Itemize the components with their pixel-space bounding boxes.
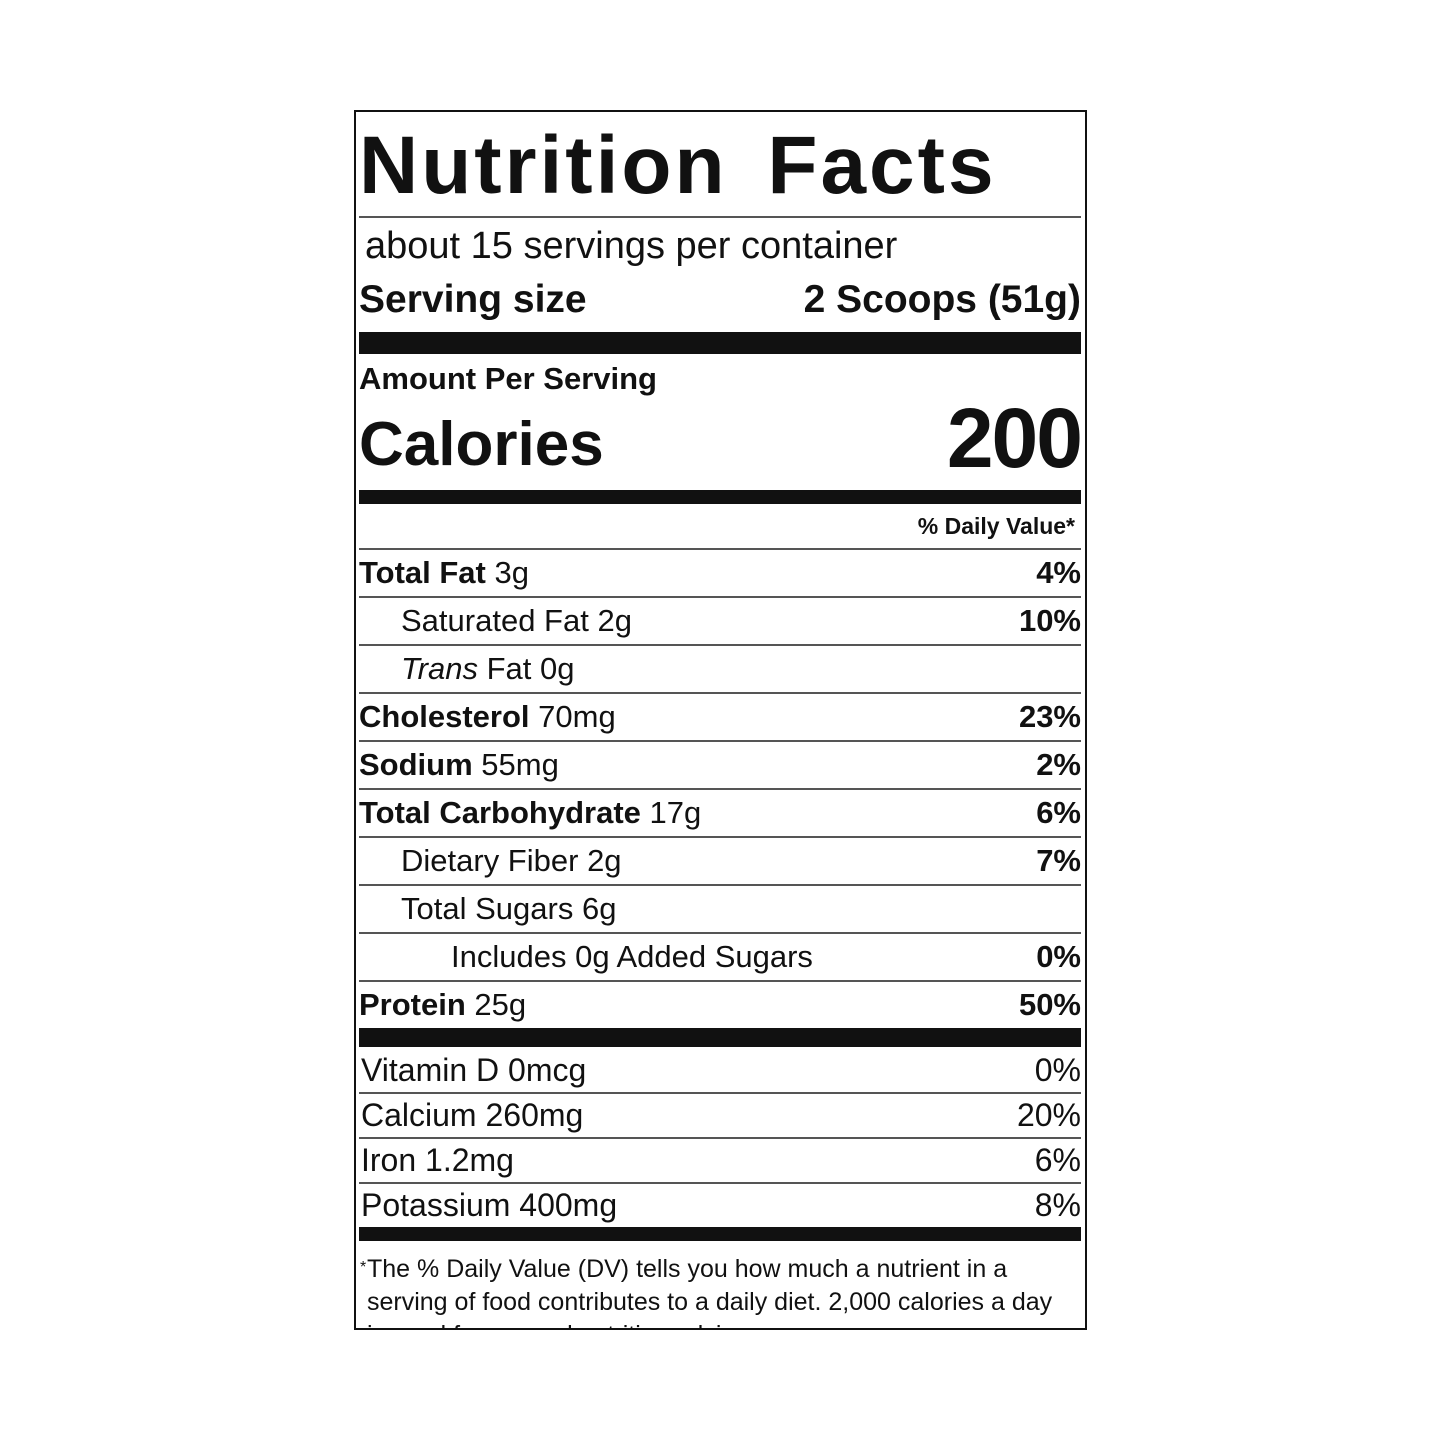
- nutrient-label: Trans Fat 0g: [359, 651, 574, 687]
- nutrient-amount: 2g: [597, 603, 632, 638]
- title: Nutrition Facts: [359, 120, 997, 211]
- calories: Calories 200: [359, 391, 1083, 485]
- nutrient-name: Fat: [486, 651, 532, 686]
- vitamin-label: Vitamin D 0mcg: [361, 1052, 587, 1088]
- daily-value-header: % Daily Value*: [917, 513, 1075, 539]
- nutrient-dv: 10%: [1018, 603, 1081, 638]
- nutrient-row: Sodium 55mg 2%: [359, 740, 1081, 788]
- vitamin-row: Vitamin D 0mcg 0%: [359, 1049, 1081, 1092]
- nutrient-dv: 23%: [1018, 699, 1081, 734]
- nutrient-amount: 0g: [540, 651, 575, 686]
- nutrient-dv: 4%: [1036, 555, 1081, 590]
- nutrient-row: Cholesterol 70mg 23%: [359, 692, 1081, 740]
- servings: about 15 servings per container: [365, 225, 898, 267]
- nutrient-dv: 6%: [1036, 795, 1081, 830]
- serving-size: Serving size 2 Scoops (51g): [359, 274, 1081, 326]
- nutrient-label: Includes 0g Added Sugars: [359, 939, 813, 975]
- nutrient-name: Cholesterol: [359, 699, 530, 734]
- nutrient-row: Total Fat 3g 4%: [359, 548, 1081, 596]
- nutrient-amount: 2g: [587, 843, 622, 878]
- nutrient-name: Includes 0g Added Sugars: [451, 939, 813, 974]
- nutrient-name: Protein: [359, 987, 466, 1022]
- nutrient-label: Total Carbohydrate 17g: [359, 795, 701, 831]
- nutrient-amount: 25g: [474, 987, 527, 1022]
- nutrient-label: Sodium 55mg: [359, 747, 559, 783]
- serving-size-value: 2 Scoops (51g): [803, 278, 1081, 321]
- nutrient-amount: 6g: [581, 891, 617, 926]
- nutrient-dv: 50%: [1018, 987, 1081, 1022]
- nutrient-label: Protein 25g: [359, 987, 526, 1023]
- nutrient-row: Total Carbohydrate 17g 6%: [359, 788, 1081, 836]
- calories-value: 200: [946, 391, 1083, 485]
- nutrient-amount: 55mg: [481, 747, 559, 782]
- nutrient-dv: 7%: [1036, 843, 1081, 878]
- nutrient-row: Total Sugars 6g: [359, 884, 1081, 932]
- nutrient-name: Dietary Fiber: [401, 843, 579, 878]
- nutrient-row: Trans Fat 0g: [359, 644, 1081, 692]
- serving-size-label: Serving size: [359, 278, 587, 321]
- footnote-text: The % Daily Value (DV) tells you how muc…: [367, 1255, 1053, 1328]
- nutrient-label: Cholesterol 70mg: [359, 699, 616, 735]
- vitamin-label: Potassium 400mg: [361, 1187, 618, 1223]
- nutrient-amount: 17g: [649, 795, 702, 830]
- vitamin-row: Potassium 400mg 8%: [359, 1182, 1081, 1227]
- nutrient-name: Saturated Fat: [401, 603, 589, 638]
- nutrient-name: Sodium: [359, 747, 473, 782]
- vitamin-row: Iron 1.2mg 6%: [359, 1137, 1081, 1182]
- vitamin-dv: 20%: [1016, 1097, 1081, 1133]
- nutrient-row: Protein 25g 50%: [359, 980, 1081, 1028]
- nutrient-row: Dietary Fiber 2g 7%: [359, 836, 1081, 884]
- nutrient-name: Total Sugars: [401, 891, 574, 926]
- thick-rule: [359, 1028, 1081, 1047]
- vitamin-label: Iron 1.2mg: [361, 1142, 514, 1178]
- vitamin-dv: 6%: [1034, 1142, 1081, 1178]
- nutrient-italic: Trans: [401, 651, 478, 686]
- vitamin-dv: 8%: [1034, 1187, 1081, 1223]
- nutrient-name: Total Carbohydrate: [359, 795, 641, 830]
- vitamin-row: Calcium 260mg 20%: [359, 1092, 1081, 1137]
- vitamin-label: Calcium 260mg: [361, 1097, 584, 1133]
- nutrient-name: Total Fat: [359, 555, 486, 590]
- nutrient-label: Saturated Fat 2g: [359, 603, 632, 639]
- rule: [359, 216, 1081, 218]
- nutrient-amount: 70mg: [538, 699, 616, 734]
- amount-per-serving: Amount Per Serving: [359, 361, 657, 396]
- nutrient-dv: 0%: [1036, 939, 1081, 974]
- nutrient-label: Total Sugars 6g: [359, 891, 616, 927]
- nutrient-label: Dietary Fiber 2g: [359, 843, 622, 879]
- thick-rule: [359, 490, 1081, 504]
- thick-rule: [359, 1227, 1081, 1241]
- nutrients: Total Fat 3g 4% Saturated Fat 2g 10% Trans F…: [359, 548, 1081, 1028]
- vitamin-dv: 0%: [1034, 1052, 1081, 1088]
- calories-label: Calories: [359, 410, 604, 479]
- thick-rule: [359, 332, 1081, 354]
- nutrition-label: Nutrition Facts about 15 servings per co…: [354, 110, 1087, 1330]
- nutrient-row: Saturated Fat 2g 10%: [359, 596, 1081, 644]
- nutrient-dv: 2%: [1036, 747, 1081, 782]
- vitamins: Vitamin D 0mcg 0% Calcium 260mg 20% Iron 1.2…: [359, 1047, 1081, 1227]
- nutrient-row: Includes 0g Added Sugars 0%: [359, 932, 1081, 980]
- nutrient-label: Total Fat 3g: [359, 555, 529, 591]
- nutrient-amount: 3g: [494, 555, 529, 590]
- footnote-marker: *: [360, 1259, 367, 1276]
- footnote: * The % Daily Value (DV) tells you how m…: [359, 1241, 1081, 1328]
